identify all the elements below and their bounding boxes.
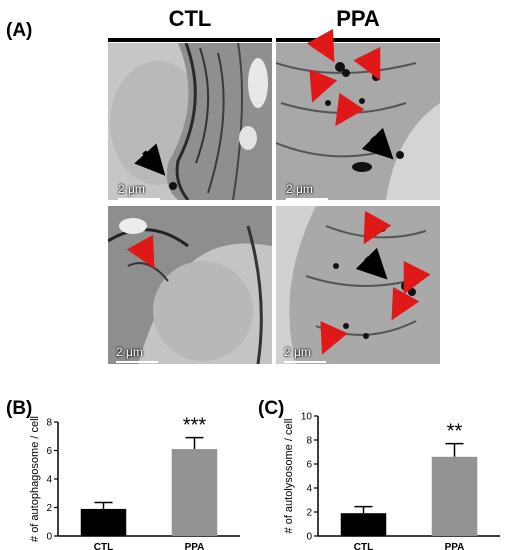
ppa-header-rule bbox=[276, 38, 440, 42]
panel-b-label: (B) bbox=[6, 398, 33, 419]
arrow-overlay bbox=[126, 28, 431, 355]
bar-ctl bbox=[80, 508, 127, 536]
y-axis-label: # of autolysosome / cell bbox=[283, 419, 295, 534]
red-arrow bbox=[306, 28, 335, 63]
y-tick-label: 4 bbox=[306, 484, 312, 495]
ctl-header-rule bbox=[108, 38, 272, 42]
red-arrow bbox=[335, 92, 365, 127]
black-arrow bbox=[355, 247, 388, 280]
ctl-column-header: CTL bbox=[168, 6, 212, 31]
red-arrow bbox=[403, 260, 431, 295]
bar-ppa bbox=[431, 456, 478, 536]
y-tick-label: 8 bbox=[46, 418, 52, 429]
y-tick-label: 10 bbox=[301, 412, 313, 423]
significance-marker: *** bbox=[183, 415, 207, 437]
scale-bar-label: 2 μm bbox=[286, 182, 313, 196]
x-tick-label: PPA bbox=[185, 542, 205, 550]
bar-ppa bbox=[171, 449, 218, 536]
y-axis-label: # of autophagosome / cell bbox=[30, 416, 41, 542]
y-tick-label: 6 bbox=[306, 460, 312, 471]
red-arrow bbox=[126, 234, 155, 269]
scale-bar-label: 2 μm bbox=[116, 345, 143, 359]
ppa-column-header: PPA bbox=[336, 6, 380, 31]
scale-bar-label: 2 μm bbox=[118, 182, 145, 196]
black-arrow bbox=[361, 127, 394, 160]
red-arrow bbox=[363, 210, 392, 245]
scale-bar-label: 2 μm bbox=[284, 345, 311, 359]
x-tick-label: CTL bbox=[354, 542, 373, 550]
red-arrow bbox=[353, 46, 381, 81]
y-tick-label: 2 bbox=[306, 508, 312, 519]
y-tick-label: 2 bbox=[46, 503, 52, 514]
autophagosome-bar-chart: # of autophagosome / cell 0 2 4 6 8 CTL PPA *** bbox=[30, 415, 240, 550]
y-tick-label: 0 bbox=[306, 532, 312, 543]
y-tick-label: 8 bbox=[306, 436, 312, 447]
red-arrow bbox=[320, 321, 348, 355]
y-tick-label: 4 bbox=[46, 475, 52, 486]
red-arrow bbox=[391, 286, 420, 321]
autolysosome-bar-chart: # of autolysosome / cell 0 2 4 6 8 10 CTL PPA ** bbox=[283, 412, 500, 550]
x-tick-label: CTL bbox=[94, 542, 113, 550]
y-tick-label: 0 bbox=[46, 532, 52, 543]
y-tick-label: 6 bbox=[46, 446, 52, 457]
black-arrow bbox=[134, 143, 166, 176]
red-arrow bbox=[309, 69, 338, 103]
em-image-ctl-top bbox=[108, 43, 272, 200]
significance-marker: ** bbox=[447, 421, 463, 443]
bar-ctl bbox=[340, 513, 387, 536]
x-tick-label: PPA bbox=[445, 542, 465, 550]
panel-c-label: (C) bbox=[258, 398, 285, 419]
panel-a-label: (A) bbox=[6, 20, 33, 41]
